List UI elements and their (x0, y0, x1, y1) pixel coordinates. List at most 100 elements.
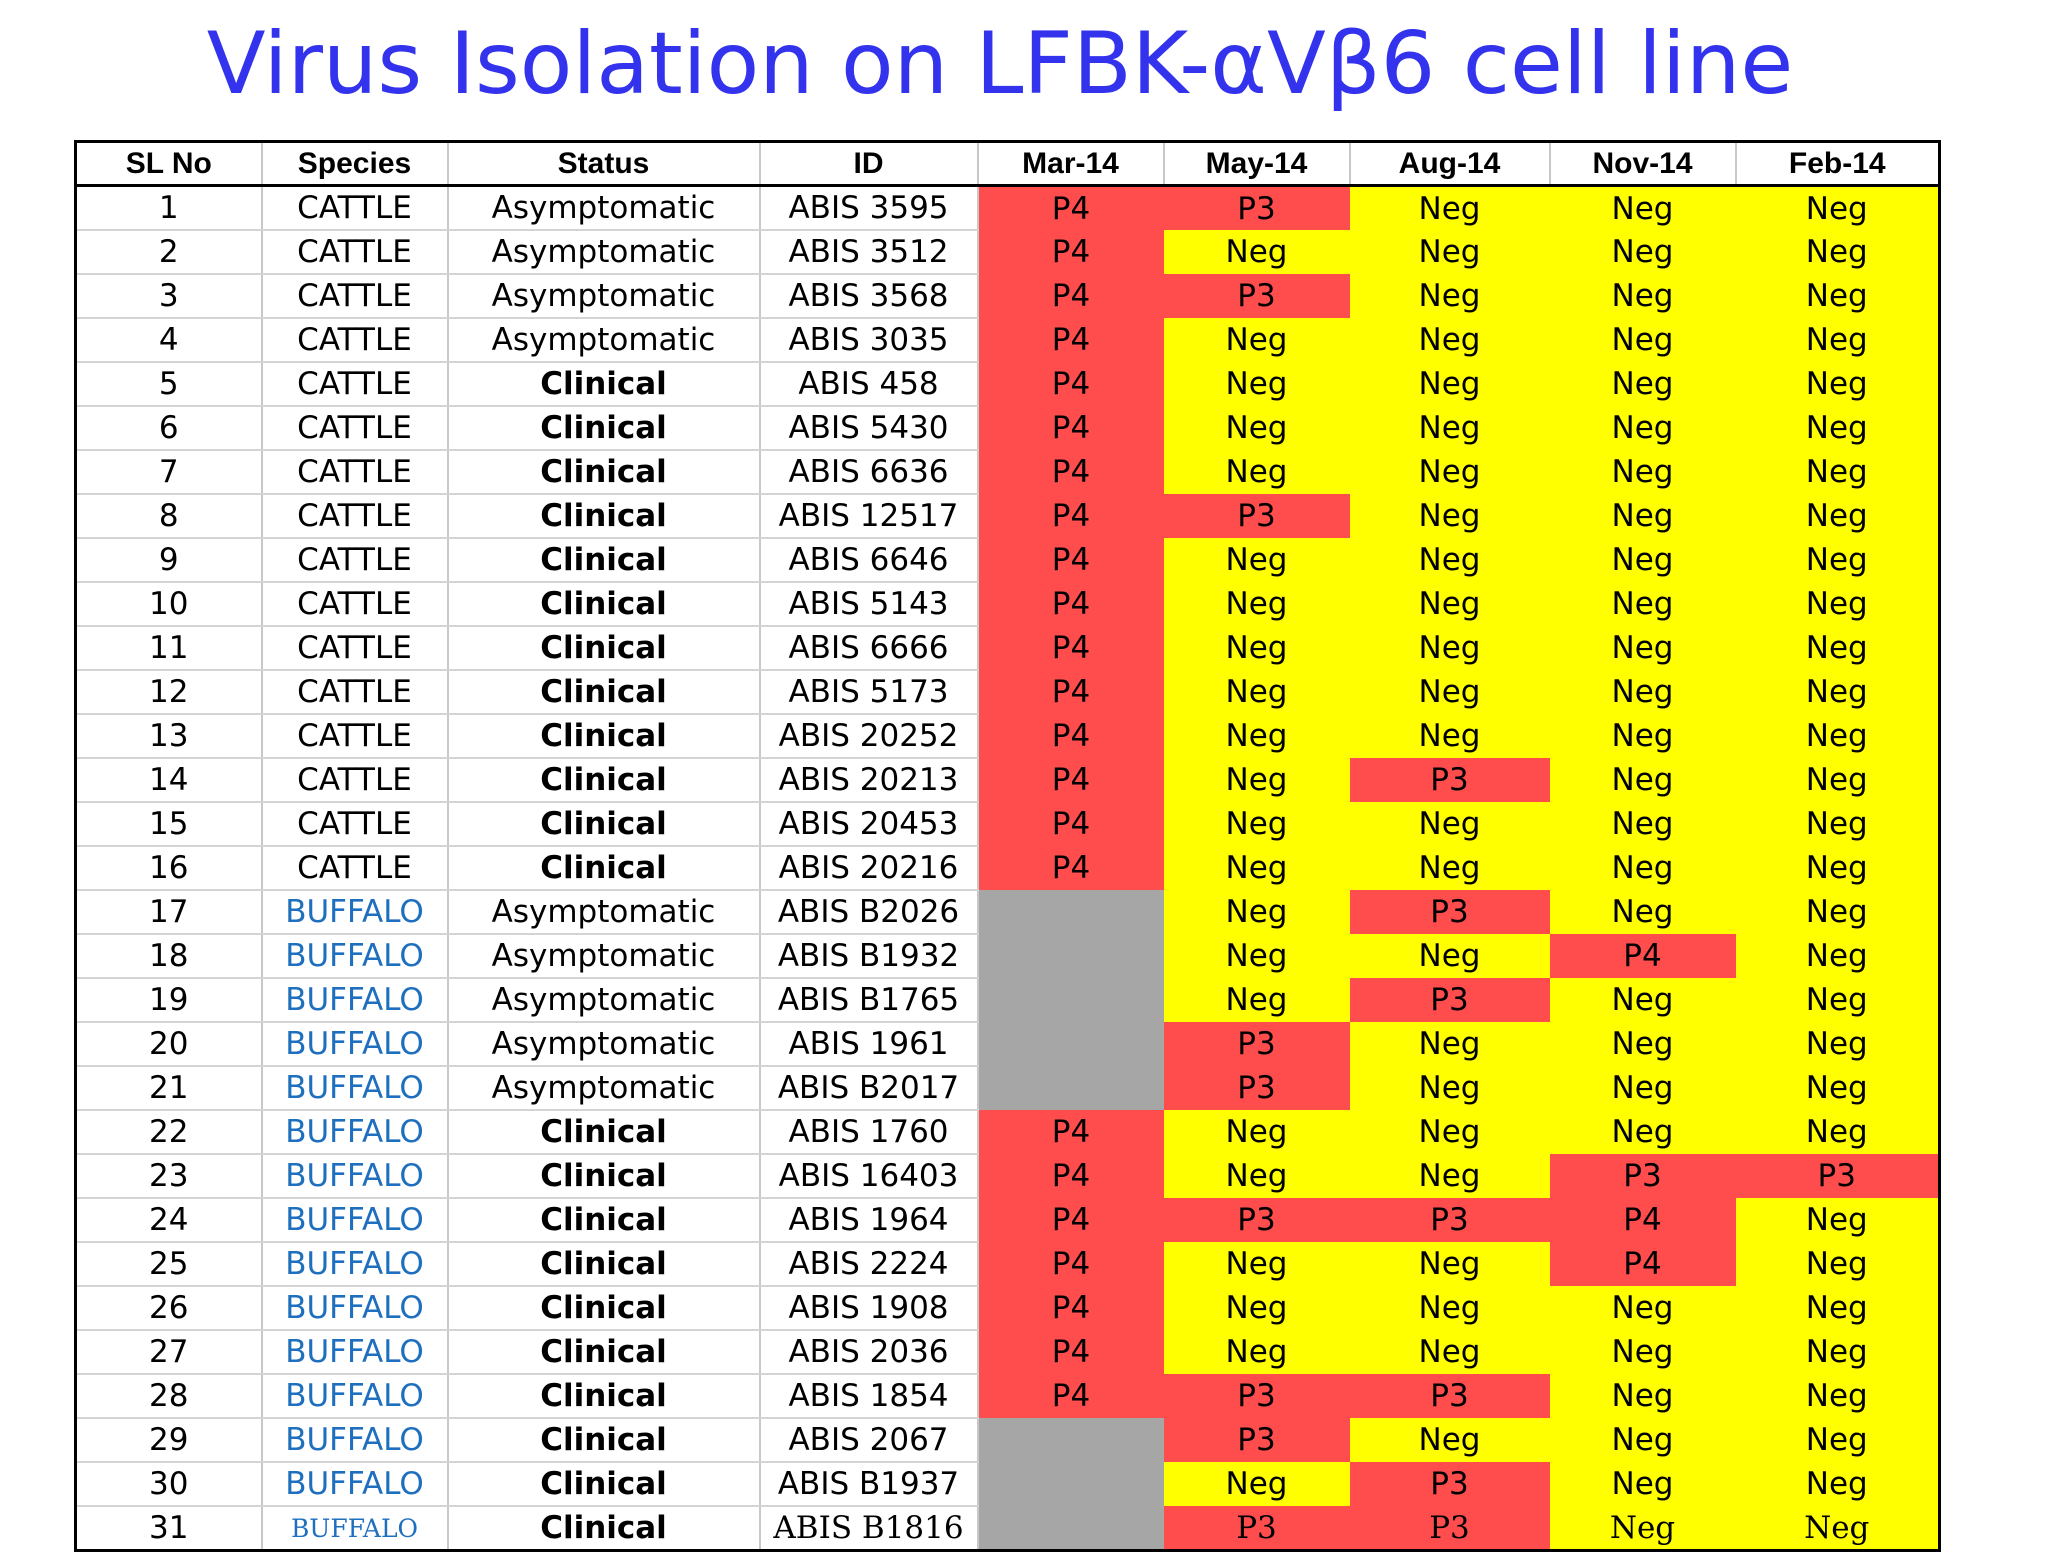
sl-no-cell: 25 (75, 1242, 263, 1287)
table-row: 11 CATTLE Clinical ABIS 6666 P4 Neg Neg Neg Neg (75, 626, 1940, 671)
result-feb-14: Neg (1735, 362, 1940, 406)
result-nov-14: Neg (1549, 1330, 1736, 1374)
status-cell: Asymptomatic (447, 185, 761, 231)
species-cell: BUFFALO (261, 1462, 449, 1507)
result-feb-14: Neg (1735, 1418, 1940, 1462)
result-may-14: Neg (1163, 1110, 1350, 1154)
col-header-sl-no: SL No (75, 141, 263, 187)
result-feb-14: Neg (1735, 185, 1940, 230)
table-row: 5 CATTLE Clinical ABIS 458 P4 Neg Neg Neg Neg (75, 362, 1940, 407)
result-feb-14: Neg (1735, 1198, 1940, 1242)
table-row: 6 CATTLE Clinical ABIS 5430 P4 Neg Neg Neg Neg (75, 406, 1940, 451)
sl-no-cell: 28 (75, 1374, 263, 1419)
table-row: 15 CATTLE Clinical ABIS 20453 P4 Neg Neg Neg Neg (75, 802, 1940, 847)
status-cell: Clinical (447, 1418, 761, 1463)
id-cell: ABIS B2017 (759, 1066, 979, 1111)
id-cell: ABIS 2067 (759, 1418, 979, 1463)
status-cell: Clinical (447, 494, 761, 539)
table-row: 17 BUFFALO Asymptomatic ABIS B2026 Neg P3 Neg N… (75, 890, 1940, 935)
result-aug-14: P3 (1349, 1506, 1550, 1551)
id-cell: ABIS 3035 (759, 318, 979, 363)
result-aug-14: Neg (1349, 1022, 1550, 1066)
id-cell: ABIS 5143 (759, 582, 979, 627)
status-cell: Asymptomatic (447, 1066, 761, 1111)
id-cell: ABIS 1964 (759, 1198, 979, 1243)
result-aug-14: P3 (1349, 1374, 1550, 1418)
result-mar-14: P4 (977, 362, 1164, 406)
result-nov-14: P4 (1549, 1198, 1736, 1242)
result-aug-14: Neg (1349, 538, 1550, 582)
status-cell: Clinical (447, 1154, 761, 1199)
id-cell: ABIS 5173 (759, 670, 979, 715)
status-cell: Clinical (447, 714, 761, 759)
result-may-14: P3 (1163, 1198, 1350, 1242)
result-may-14: Neg (1163, 1242, 1350, 1286)
result-may-14: P3 (1163, 1022, 1350, 1066)
result-aug-14: Neg (1349, 626, 1550, 670)
result-mar-14: P4 (977, 1286, 1164, 1330)
result-may-14: Neg (1163, 318, 1350, 362)
sl-no-cell: 20 (75, 1022, 263, 1067)
virus-isolation-table: SL No Species Status ID Mar-14 May-14 Aug-14 No… (74, 140, 1941, 1552)
table-row: 29 BUFFALO Clinical ABIS 2067 P3 Neg Neg Neg (75, 1418, 1940, 1463)
status-cell: Clinical (447, 1462, 761, 1507)
result-feb-14: P3 (1735, 1154, 1940, 1198)
result-mar-14: P4 (977, 802, 1164, 846)
result-aug-14: Neg (1349, 1066, 1550, 1110)
result-nov-14: P4 (1549, 1242, 1736, 1286)
result-mar-14: P4 (977, 318, 1164, 362)
id-cell: ABIS 1908 (759, 1286, 979, 1331)
species-cell: BUFFALO (261, 1154, 449, 1199)
result-mar-14: P4 (977, 494, 1164, 538)
status-cell: Asymptomatic (447, 934, 761, 979)
id-cell: ABIS 5430 (759, 406, 979, 451)
species-cell: BUFFALO (261, 1286, 449, 1331)
result-feb-14: Neg (1735, 230, 1940, 274)
sl-no-cell: 3 (75, 274, 263, 319)
result-aug-14: P3 (1349, 1198, 1550, 1242)
result-aug-14: Neg (1349, 846, 1550, 890)
sl-no-cell: 8 (75, 494, 263, 539)
table-row: 7 CATTLE Clinical ABIS 6636 P4 Neg Neg Neg Neg (75, 450, 1940, 495)
result-aug-14: Neg (1349, 494, 1550, 538)
result-feb-14: Neg (1735, 318, 1940, 362)
result-mar-14: P4 (977, 538, 1164, 582)
sl-no-cell: 15 (75, 802, 263, 847)
result-may-14: Neg (1163, 1462, 1350, 1506)
status-cell: Asymptomatic (447, 1022, 761, 1067)
result-mar-14: P4 (977, 626, 1164, 670)
result-aug-14: Neg (1349, 1286, 1550, 1330)
result-may-14: Neg (1163, 406, 1350, 450)
result-nov-14: P4 (1549, 934, 1736, 978)
id-cell: ABIS 1961 (759, 1022, 979, 1067)
result-feb-14: Neg (1735, 406, 1940, 450)
table-row: 20 BUFFALO Asymptomatic ABIS 1961 P3 Neg Neg Ne… (75, 1022, 1940, 1067)
id-cell: ABIS 1854 (759, 1374, 979, 1419)
result-nov-14: Neg (1549, 802, 1736, 846)
result-may-14: P3 (1163, 1066, 1350, 1110)
table-row: 4 CATTLE Asymptomatic ABIS 3035 P4 Neg Neg Neg N… (75, 318, 1940, 363)
id-cell: ABIS B2026 (759, 890, 979, 935)
species-cell: CATTLE (261, 538, 449, 583)
result-mar-14: P4 (977, 714, 1164, 758)
result-may-14: Neg (1163, 1330, 1350, 1374)
table-row: 2 CATTLE Asymptomatic ABIS 3512 P4 Neg Neg Neg N… (75, 230, 1940, 275)
result-mar-14: P4 (977, 450, 1164, 494)
table-row: 10 CATTLE Clinical ABIS 5143 P4 Neg Neg Neg Neg (75, 582, 1940, 627)
sl-no-cell: 24 (75, 1198, 263, 1243)
result-nov-14: Neg (1549, 318, 1736, 362)
id-cell: ABIS 20216 (759, 846, 979, 891)
sl-no-cell: 11 (75, 626, 263, 671)
result-may-14: Neg (1163, 714, 1350, 758)
result-may-14: P3 (1163, 494, 1350, 538)
id-cell: ABIS B1765 (759, 978, 979, 1023)
result-nov-14: Neg (1549, 846, 1736, 890)
col-header-id: ID (759, 141, 979, 187)
sl-no-cell: 30 (75, 1462, 263, 1507)
result-feb-14: Neg (1735, 978, 1940, 1022)
result-feb-14: Neg (1735, 494, 1940, 538)
status-cell: Asymptomatic (447, 890, 761, 935)
result-nov-14: Neg (1549, 362, 1736, 406)
result-feb-14: Neg (1735, 1506, 1940, 1551)
sl-no-cell: 22 (75, 1110, 263, 1155)
